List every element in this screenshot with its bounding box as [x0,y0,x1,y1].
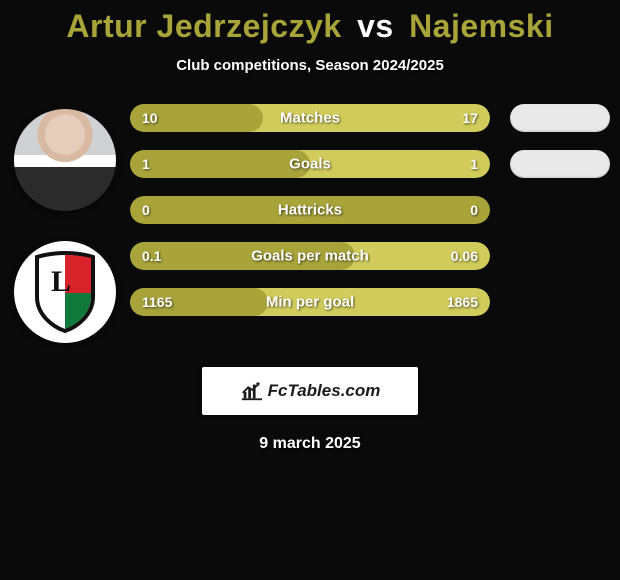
stats-bars-column: 1017Matches 11Goals 00Hattricks 0.10.06Goal… [130,104,500,316]
stat-bar-left [130,288,268,316]
pill-slot [510,150,610,178]
player1-name: Artur Jedrzejczyk [66,8,341,44]
stat-bar-left [130,150,310,178]
player-photo [14,109,116,211]
page-title: Artur Jedrzejczyk vs Najemski [66,8,553,45]
player2-pill [510,104,610,132]
stat-row: 11Goals [130,150,490,178]
stat-bar-right [130,196,490,224]
vs-text: vs [357,8,394,44]
player2-name: Najemski [409,8,554,44]
fctables-logo-box: FcTables.com [202,367,418,415]
subtitle: Club competitions, Season 2024/2025 [176,57,444,74]
svg-text:L: L [51,265,71,298]
stat-row: 11651865Min per goal [130,288,490,316]
chart-icon [240,380,262,402]
pill-slot [510,104,610,132]
left-column: L [0,104,130,343]
footer-date: 9 march 2025 [259,435,360,453]
stat-bar-left [130,242,355,270]
content-wrapper: Artur Jedrzejczyk vs Najemski Club compe… [0,0,620,580]
main-row: L 1017Matches 11Goals 00Hattricks 0.10.06Go… [0,104,620,343]
club-crest: L [14,241,116,343]
player2-pill [510,150,610,178]
stat-row: 00Hattricks [130,196,490,224]
stat-row: 1017Matches [130,104,490,132]
fctables-logo-text: FcTables.com [268,381,381,401]
stat-row: 0.10.06Goals per match [130,242,490,270]
crest-svg: L [29,251,101,333]
stat-bar-left [130,104,263,132]
pills-column [500,104,620,316]
